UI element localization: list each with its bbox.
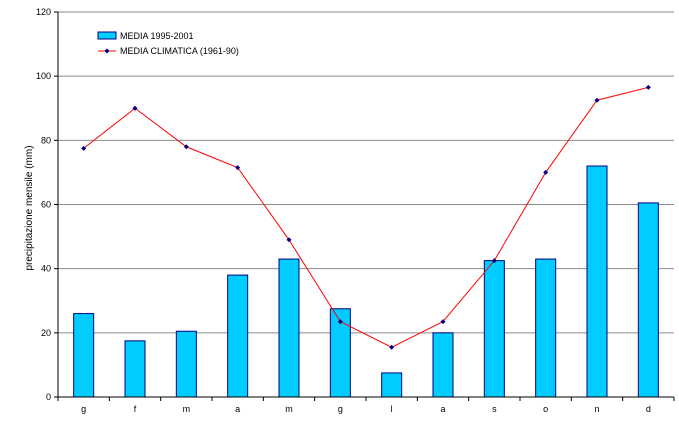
grid-layer	[58, 11, 674, 334]
x-tick-label: g	[338, 404, 343, 414]
line-point	[286, 237, 292, 243]
bar	[124, 340, 146, 398]
x-tick-label: a	[235, 404, 240, 414]
line-point	[491, 258, 497, 264]
axis-layer: 0 20 40 60 80 100 120 g f m a m g l a s o n d	[36, 7, 675, 414]
bar	[586, 165, 608, 398]
y-tick-label: 100	[36, 71, 51, 81]
y-tick-label: 20	[41, 328, 51, 338]
series-line	[83, 86, 649, 348]
y-tick-label: 0	[46, 392, 51, 402]
x-tick-label: g	[81, 404, 86, 414]
y-tick-label: 120	[36, 7, 51, 17]
bar	[227, 274, 249, 398]
y-tick-label: 40	[41, 264, 51, 274]
line-point	[235, 165, 241, 171]
bar-layer	[73, 165, 659, 398]
x-tick-label: m	[285, 404, 293, 414]
y-tick-label: 60	[41, 200, 51, 210]
x-tick-label: f	[134, 404, 137, 414]
x-tick-label: l	[391, 404, 393, 414]
line-point	[81, 145, 87, 151]
bar	[432, 332, 454, 398]
y-axis-label: precipitazione mensile (mm)	[24, 145, 35, 270]
legend-line-label: MEDIA CLIMATICA (1961-90)	[120, 46, 239, 56]
line-layer	[81, 84, 651, 350]
line-point	[337, 319, 343, 325]
x-tick-label: n	[594, 404, 599, 414]
x-tick-label: s	[492, 404, 497, 414]
line-point	[389, 344, 395, 350]
bar	[175, 330, 197, 398]
x-tick-label: m	[183, 404, 191, 414]
legend: MEDIA 1995-2001 MEDIA CLIMATICA (1961-90…	[97, 31, 239, 56]
x-tick-label: a	[440, 404, 445, 414]
line-point	[183, 144, 189, 150]
line-point	[440, 319, 446, 325]
x-tick-label: o	[543, 404, 548, 414]
legend-bar-swatch	[97, 31, 117, 40]
legend-line-marker	[104, 48, 110, 54]
bar	[278, 258, 300, 398]
x-tick-label: d	[646, 404, 651, 414]
line-point	[594, 97, 600, 103]
bar	[637, 202, 659, 398]
line-point	[132, 105, 138, 111]
y-tick-label: 80	[41, 135, 51, 145]
bar	[381, 372, 403, 398]
bar	[73, 313, 95, 398]
bar	[535, 258, 557, 398]
bar	[483, 260, 505, 398]
line-point	[543, 169, 549, 175]
line-point	[645, 84, 651, 90]
legend-bar-label: MEDIA 1995-2001	[120, 31, 194, 41]
